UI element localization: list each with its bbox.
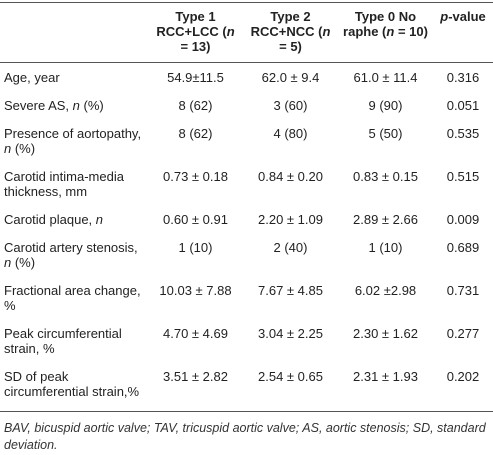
text-segment: n [226, 24, 235, 39]
table-cell: 0.535 [446, 126, 480, 141]
table-cell: 0.731 [446, 283, 480, 298]
table-cell: 7.67 ± 4.85 [258, 283, 323, 298]
text-segment: = 10) [394, 24, 428, 39]
table-cell: 0.051 [446, 98, 480, 113]
row-label: Presence of aortopathy, n (%) [0, 119, 148, 162]
table-cell: 5 (50) [368, 126, 403, 141]
text-segment: n [72, 98, 80, 113]
text-segment: p [440, 9, 449, 24]
table-cell: 3.04 ± 2.25 [258, 326, 323, 341]
text-segment: Presence of aortopathy, [4, 126, 142, 141]
text-segment: n [4, 255, 12, 270]
table-body: Age, year 54.9±11.5 62.0 ± 9.4 61.0 ± 11.4 0… [0, 63, 493, 412]
column-header: Type 1 RCC+LCC (n = 13) [148, 2, 243, 63]
row-label: Severe AS, n (%) [0, 91, 148, 119]
footnote: BAV, bicuspid aortic valve; TAV, tricusp… [4, 421, 486, 452]
table-row: SD of peak circumferential strain,% 3.51 … [0, 362, 493, 412]
text-segment: Severe AS, [4, 98, 73, 113]
table-cell: 0.515 [446, 169, 480, 184]
table-cell: 0.83 ± 0.15 [353, 169, 418, 184]
table-cell: 2 (40) [273, 240, 308, 255]
text-segment: (%) [79, 98, 104, 113]
table-cell: 3.51 ± 2.82 [148, 362, 243, 412]
table-cell: 0.202 [433, 362, 493, 412]
table-cell: 0.316 [446, 70, 480, 85]
table-row: Fractional area change, % 10.03 ± 7.88 7.6… [0, 276, 493, 319]
table-cell: 0.009 [446, 212, 480, 227]
table-row: Age, year 54.9±11.5 62.0 ± 9.4 61.0 ± 11.4 0… [0, 63, 493, 92]
table-cell: 0.84 ± 0.20 [258, 169, 323, 184]
text-segment: (%) [11, 141, 36, 156]
header-row: Type 1 RCC+LCC (n = 13) Type 2 RCC+NCC (n… [0, 2, 493, 63]
table-cell: 0.277 [446, 326, 480, 341]
table-cell: 61.0 ± 11.4 [353, 70, 418, 85]
table-cell: 54.9±11.5 [167, 70, 224, 85]
table-cell: 2.89 ± 2.66 [353, 212, 418, 227]
column-header: Type 0 No raphe (n = 10) [338, 2, 433, 63]
table-cell: 4.70 ± 4.69 [163, 326, 228, 341]
text-segment: n [4, 141, 12, 156]
table-cell: 0.60 ± 0.91 [163, 212, 228, 227]
text-segment: = 5) [279, 39, 302, 54]
table-cell: 6.02 ±2.98 [354, 283, 417, 298]
row-label: Carotid artery stenosis, n (%) [0, 233, 148, 276]
row-label: Fractional area change, % [4, 283, 141, 313]
text-segment: Carotid artery stenosis, [4, 240, 138, 255]
table-cell: 9 (90) [368, 98, 403, 113]
text-segment: = 13) [180, 39, 211, 54]
text-segment: Type 1 RCC+LCC ( [156, 9, 227, 39]
table-row: Peak circumferential strain, % 4.70 ± 4.6… [0, 319, 493, 362]
row-label: Carotid intima-media thickness, mm [4, 169, 124, 199]
table-cell: 8 (62) [178, 126, 213, 141]
table-cell: 2.54 ± 0.65 [243, 362, 338, 412]
table-cell: 2.31 ± 1.93 [338, 362, 433, 412]
table-row: Presence of aortopathy, n (%) 8 (62) 4 (80… [0, 119, 493, 162]
table-cell: 0.689 [446, 240, 480, 255]
data-table: Type 1 RCC+LCC (n = 13) Type 2 RCC+NCC (n… [0, 2, 493, 412]
text-segment: n [386, 24, 395, 39]
table-row: Carotid artery stenosis, n (%) 1 (10) 2 (4… [0, 233, 493, 276]
table-cell: 2.20 ± 1.09 [258, 212, 323, 227]
text-segment: Carotid plaque, [4, 212, 96, 227]
table-cell: 1 (10) [178, 240, 213, 255]
table-cell: 62.0 ± 9.4 [261, 70, 320, 85]
text-segment: n [322, 24, 331, 39]
table-row: Carotid plaque, n 0.60 ± 0.91 2.20 ± 1.09 2… [0, 205, 493, 233]
table-cell: 10.03 ± 7.88 [159, 283, 232, 298]
table-cell: 1 (10) [368, 240, 403, 255]
text-segment: n [95, 212, 104, 227]
table-cell: 8 (62) [178, 98, 213, 113]
table-header: Type 1 RCC+LCC (n = 13) Type 2 RCC+NCC (n… [0, 2, 493, 63]
text-segment: (%) [11, 255, 36, 270]
table-cell: 3 (60) [273, 98, 308, 113]
table-row: Severe AS, n (%) 8 (62) 3 (60) 9 (90) 0.051 [0, 91, 493, 119]
text-segment: Type 2 RCC+NCC ( [250, 9, 323, 39]
column-header [0, 2, 148, 63]
column-header: Type 2 RCC+NCC (n = 5) [243, 2, 338, 63]
row-label: Carotid plaque, n [0, 205, 148, 233]
table-cell: 0.73 ± 0.18 [163, 169, 228, 184]
table-cell: 4 (80) [273, 126, 308, 141]
text-segment: -value [448, 9, 486, 24]
row-label: Age, year [4, 70, 60, 85]
row-label: Peak circumferential strain, % [4, 326, 122, 356]
table-cell: 2.30 ± 1.62 [353, 326, 418, 341]
column-header: p-value [433, 2, 493, 63]
text-segment: Type 0 No raphe ( [343, 9, 417, 39]
row-label: SD of peak circumferential strain,% [0, 362, 148, 412]
table-row: Carotid intima-media thickness, mm 0.73 ±… [0, 162, 493, 205]
